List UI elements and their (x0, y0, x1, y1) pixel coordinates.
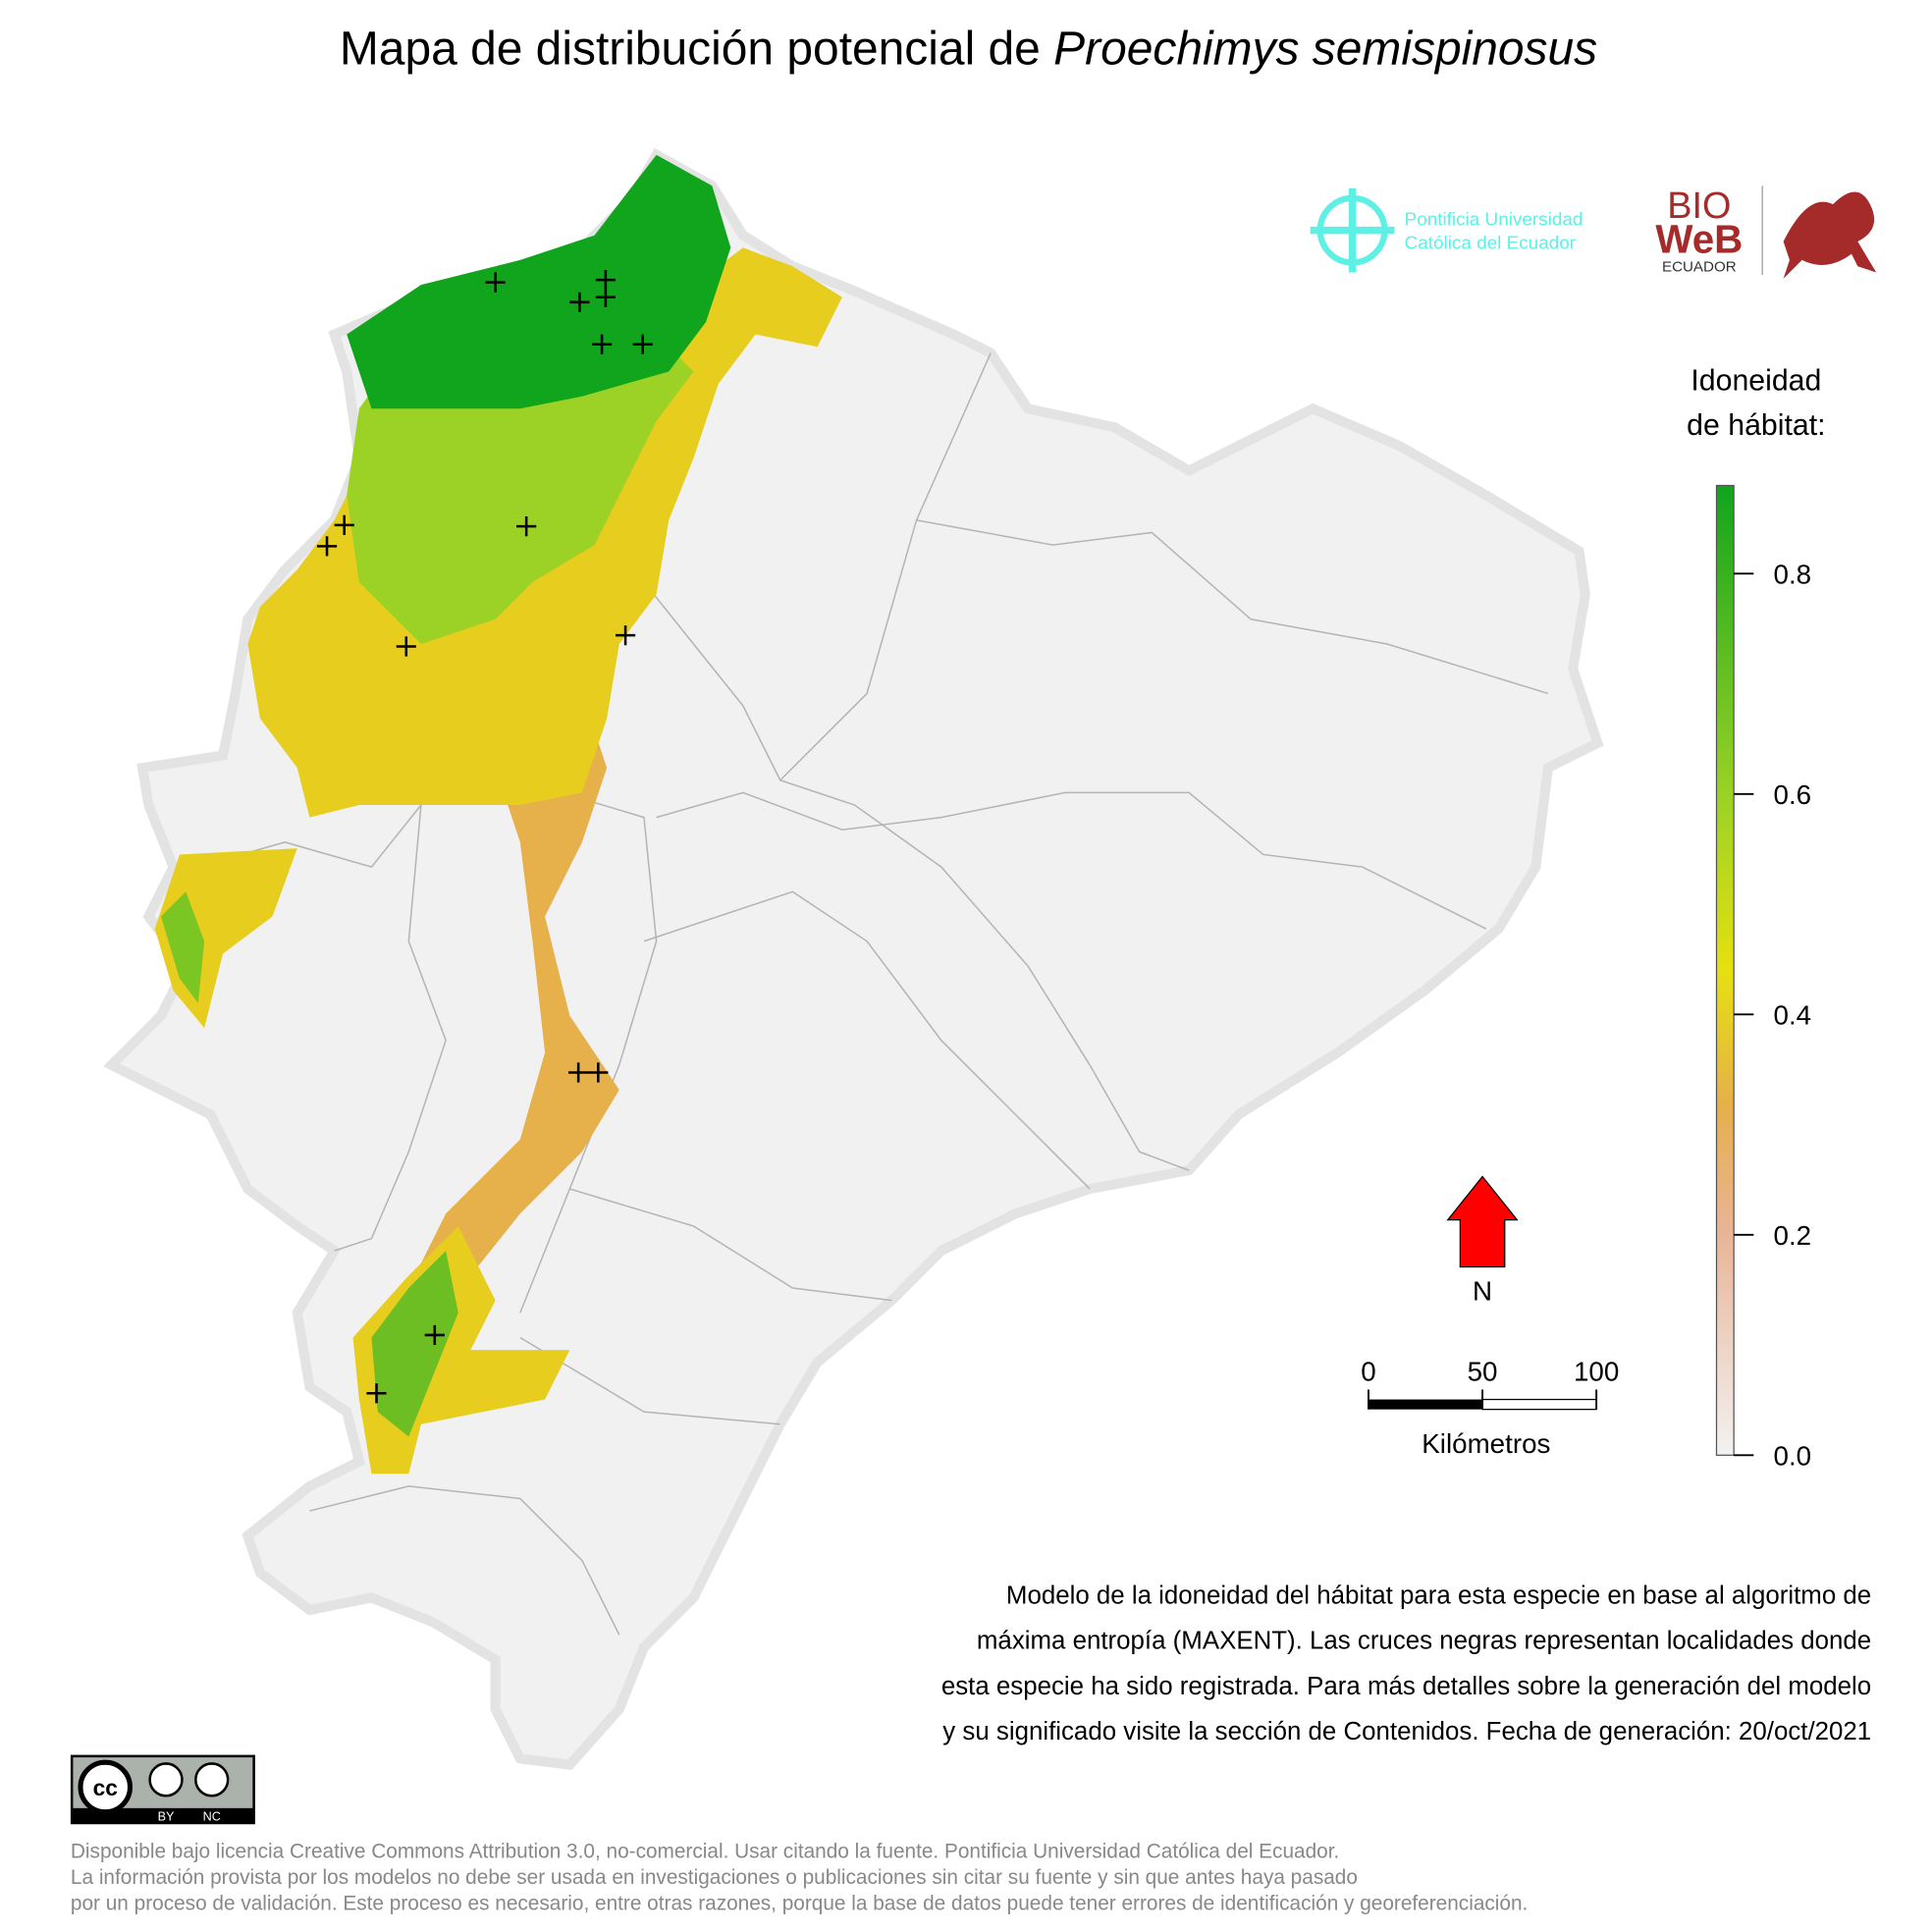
legend-title: Idoneidad (1690, 364, 1821, 397)
legend-tick-label: 0.6 (1774, 779, 1812, 810)
description-line: esta especie ha sido registrada. Para má… (941, 1673, 1871, 1700)
puce-logo: Pontificia Universidad Católica del Ecua… (1310, 188, 1583, 273)
cc-text: NC (203, 1809, 221, 1823)
legend: Idoneidad de hábitat: 0.0 0.2 0.4 0.6 0.8 (1687, 364, 1825, 1471)
legend-tick-label: 0.4 (1774, 999, 1812, 1030)
north-arrow: N (1446, 1175, 1519, 1307)
north-label: N (1473, 1276, 1492, 1307)
scale-segment (1368, 1399, 1483, 1410)
scale-tick-label: 0 (1361, 1357, 1375, 1387)
bioweb-logo: BIO WeB ECUADOR (1655, 186, 1877, 279)
license-line: Disponible bajo licencia Creative Common… (71, 1840, 1339, 1862)
description-line: máxima entropía (MAXENT). Las cruces neg… (977, 1628, 1871, 1655)
scale-tick-label: 100 (1574, 1357, 1619, 1387)
country (103, 147, 1604, 1771)
occurrence-crosses (316, 270, 653, 1404)
title-species: Proechimys semispinosus (1053, 24, 1597, 76)
license-line: La información provista por los modelos … (71, 1866, 1358, 1889)
color-bar (1715, 484, 1735, 1456)
license: Disponible bajo licencia Creative Common… (71, 1840, 1528, 1914)
bioweb-text: ECUADOR (1662, 258, 1737, 275)
description-line: y su significado visite la sección de Co… (942, 1718, 1871, 1745)
description: Modelo de la idoneidad del hábitat para … (941, 1583, 1871, 1745)
puce-text: Católica del Ecuador (1405, 234, 1576, 254)
bioweb-text: WeB (1655, 216, 1743, 261)
scale-bar: Kilómetros 0 50 100 (1361, 1357, 1619, 1459)
cc-text: cc (93, 1775, 118, 1800)
map-title: Mapa de distribución potencial de Proech… (340, 24, 1597, 76)
puce-text: Pontificia Universidad (1405, 210, 1583, 231)
legend-tick-label: 0.2 (1774, 1220, 1812, 1251)
cc-text: BY (158, 1809, 175, 1823)
title-prefix: Mapa de distribución potencial de (340, 24, 1041, 76)
license-line: por un proceso de validación. Este proce… (71, 1892, 1528, 1914)
scale-unit: Kilómetros (1422, 1428, 1550, 1459)
cc-badge: cc BY NC (70, 1754, 255, 1825)
description-line: Modelo de la idoneidad del hábitat para … (1006, 1583, 1871, 1610)
legend-tick-label: 0.8 (1774, 559, 1812, 589)
legend-title: de hábitat: (1687, 409, 1825, 442)
legend-tick-label: 0.0 (1774, 1440, 1812, 1471)
scale-tick-label: 50 (1468, 1357, 1498, 1387)
bioweb-text: BIO (1667, 186, 1731, 227)
scale-segment (1481, 1398, 1597, 1411)
